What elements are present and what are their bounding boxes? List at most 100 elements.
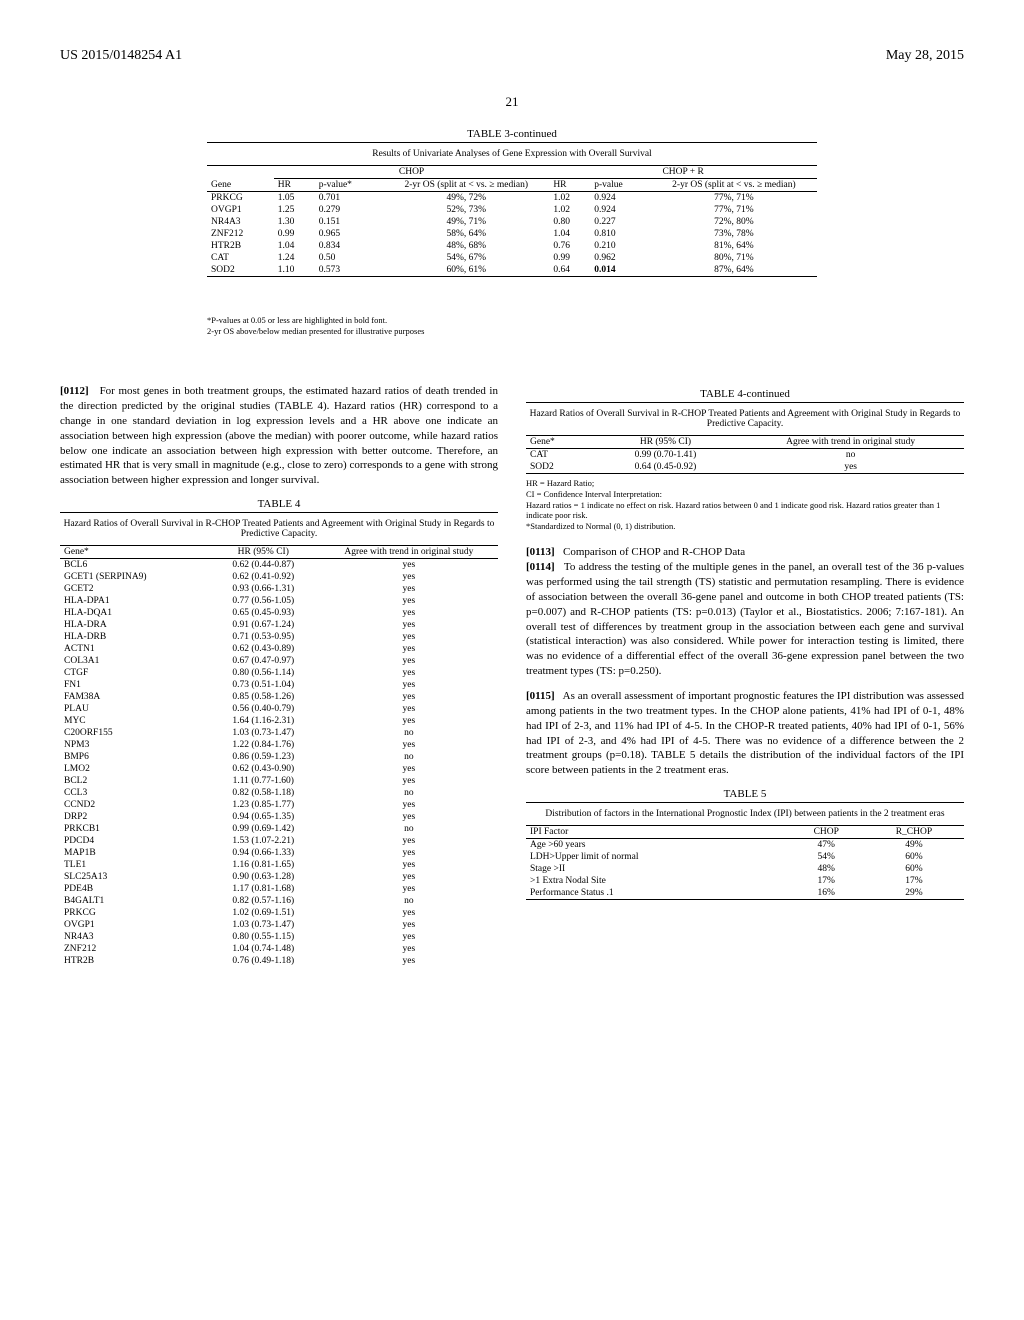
cell: 77%, 71% — [651, 204, 817, 216]
cell: 1.05 — [274, 192, 315, 205]
cell: PDCD4 — [60, 835, 207, 847]
table-row: C20ORF1551.03 (0.73-1.47)no — [60, 727, 498, 739]
footnote-line: CI = Confidence Interval Interpretation: — [526, 489, 964, 500]
cell: 0.67 (0.47-0.97) — [207, 655, 320, 667]
cell: 0.80 (0.55-1.15) — [207, 931, 320, 943]
cell: GCET1 (SERPINA9) — [60, 571, 207, 583]
cell: ZNF212 — [60, 943, 207, 955]
table5-caption: Distribution of factors in the Internati… — [526, 807, 964, 826]
footnote-line: Hazard ratios = 1 indicate no effect on … — [526, 500, 964, 521]
cell: COL3A1 — [60, 655, 207, 667]
cell: 47% — [789, 839, 864, 852]
para-0113: [0113] Comparison of CHOP and R-CHOP Dat… — [526, 545, 964, 560]
cell: 0.99 (0.70-1.41) — [594, 449, 738, 462]
cell: BCL2 — [60, 775, 207, 787]
cell: 1.10 — [274, 264, 315, 276]
table3: CHOP CHOP + R Gene HR p-value* 2-yr OS (… — [207, 166, 817, 276]
cell: 52%, 73% — [383, 204, 549, 216]
cell: 73%, 78% — [651, 228, 817, 240]
table3-group-left: CHOP — [274, 166, 550, 179]
cell: 0.573 — [315, 264, 384, 276]
table-row: NR4A30.80 (0.55-1.15)yes — [60, 931, 498, 943]
table-row: Performance Status .116%29% — [526, 887, 964, 899]
cell: 1.53 (1.07-2.21) — [207, 835, 320, 847]
th: p-value* — [315, 179, 384, 192]
table-row: >1 Extra Nodal Site17%17% — [526, 875, 964, 887]
cell: 0.73 (0.51-1.04) — [207, 679, 320, 691]
cell: PDE4B — [60, 883, 207, 895]
th: 2-yr OS (split at < vs. ≥ median) — [383, 179, 549, 192]
cell: BCL6 — [60, 559, 207, 572]
cell: CCND2 — [60, 799, 207, 811]
para-0114: [0114] To address the testing of the mul… — [526, 560, 964, 679]
cell: yes — [320, 631, 498, 643]
page-number: 21 — [0, 94, 1024, 110]
cell: yes — [320, 907, 498, 919]
table-row: Stage >II48%60% — [526, 863, 964, 875]
table-row: PDE4B1.17 (0.81-1.68)yes — [60, 883, 498, 895]
para-text: To address the testing of the multiple g… — [526, 561, 964, 677]
cell: LMO2 — [60, 763, 207, 775]
cell: 0.82 (0.58-1.18) — [207, 787, 320, 799]
cell: FN1 — [60, 679, 207, 691]
cell: 0.76 — [549, 240, 590, 252]
cell: yes — [320, 715, 498, 727]
table-row: CTGF0.80 (0.56-1.14)yes — [60, 667, 498, 679]
table-row: B4GALT10.82 (0.57-1.16)no — [60, 895, 498, 907]
table-row: HLA-DRB0.71 (0.53-0.95)yes — [60, 631, 498, 643]
th: HR (95% CI) — [594, 436, 738, 449]
cell: SOD2 — [207, 264, 274, 276]
cell: yes — [320, 667, 498, 679]
cell: HLA-DRB — [60, 631, 207, 643]
cell: yes — [320, 811, 498, 823]
cell: OVGP1 — [207, 204, 274, 216]
table-row: FN10.73 (0.51-1.04)yes — [60, 679, 498, 691]
cell: NR4A3 — [60, 931, 207, 943]
cell: 0.810 — [590, 228, 651, 240]
cell: HTR2B — [207, 240, 274, 252]
table-row: CAT1.240.5054%, 67%0.990.96280%, 71% — [207, 252, 817, 264]
th: Gene* — [526, 436, 594, 449]
table3-title: TABLE 3-continued — [207, 128, 817, 140]
cell: 0.94 (0.65-1.35) — [207, 811, 320, 823]
table-row: HTR2B0.76 (0.49-1.18)yes — [60, 955, 498, 967]
cell: yes — [320, 595, 498, 607]
cell: 49% — [864, 839, 964, 852]
cell: 0.62 (0.43-0.89) — [207, 643, 320, 655]
table-row: ZNF2120.990.96558%, 64%1.040.81073%, 78% — [207, 228, 817, 240]
cell: 0.62 (0.43-0.90) — [207, 763, 320, 775]
cell: 0.279 — [315, 204, 384, 216]
doc-date: May 28, 2015 — [886, 48, 964, 64]
cell: 0.151 — [315, 216, 384, 228]
table-row: GCET20.93 (0.66-1.31)yes — [60, 583, 498, 595]
para-text: Comparison of CHOP and R-CHOP Data — [563, 546, 745, 558]
cell: NPM3 — [60, 739, 207, 751]
cell: 1.64 (1.16-2.31) — [207, 715, 320, 727]
para-num: [0114] — [526, 561, 555, 573]
cell: no — [320, 751, 498, 763]
cell: 1.04 — [549, 228, 590, 240]
th: Gene — [207, 179, 274, 192]
cell: 49%, 71% — [383, 216, 549, 228]
cell: CAT — [526, 449, 594, 462]
cell: 1.16 (0.81-1.65) — [207, 859, 320, 871]
cell: yes — [320, 847, 498, 859]
cell: NR4A3 — [207, 216, 274, 228]
cell: yes — [320, 571, 498, 583]
cell: 0.64 — [549, 264, 590, 276]
table-row: PDCD41.53 (1.07-2.21)yes — [60, 835, 498, 847]
cell: 0.56 (0.40-0.79) — [207, 703, 320, 715]
cell: 0.93 (0.66-1.31) — [207, 583, 320, 595]
cell: yes — [320, 883, 498, 895]
th: IPI Factor — [526, 826, 789, 839]
para-0115: [0115] As an overall assessment of impor… — [526, 689, 964, 778]
cell: 0.924 — [590, 204, 651, 216]
table5: IPI Factor CHOP R_CHOP Age >60 years47%4… — [526, 826, 964, 899]
table-row: DRP20.94 (0.65-1.35)yes — [60, 811, 498, 823]
cell: 0.80 — [549, 216, 590, 228]
table4cont-caption: Hazard Ratios of Overall Survival in R-C… — [526, 407, 964, 436]
cell: MYC — [60, 715, 207, 727]
cell: 77%, 71% — [651, 192, 817, 205]
cell: CAT — [207, 252, 274, 264]
cell: no — [320, 727, 498, 739]
